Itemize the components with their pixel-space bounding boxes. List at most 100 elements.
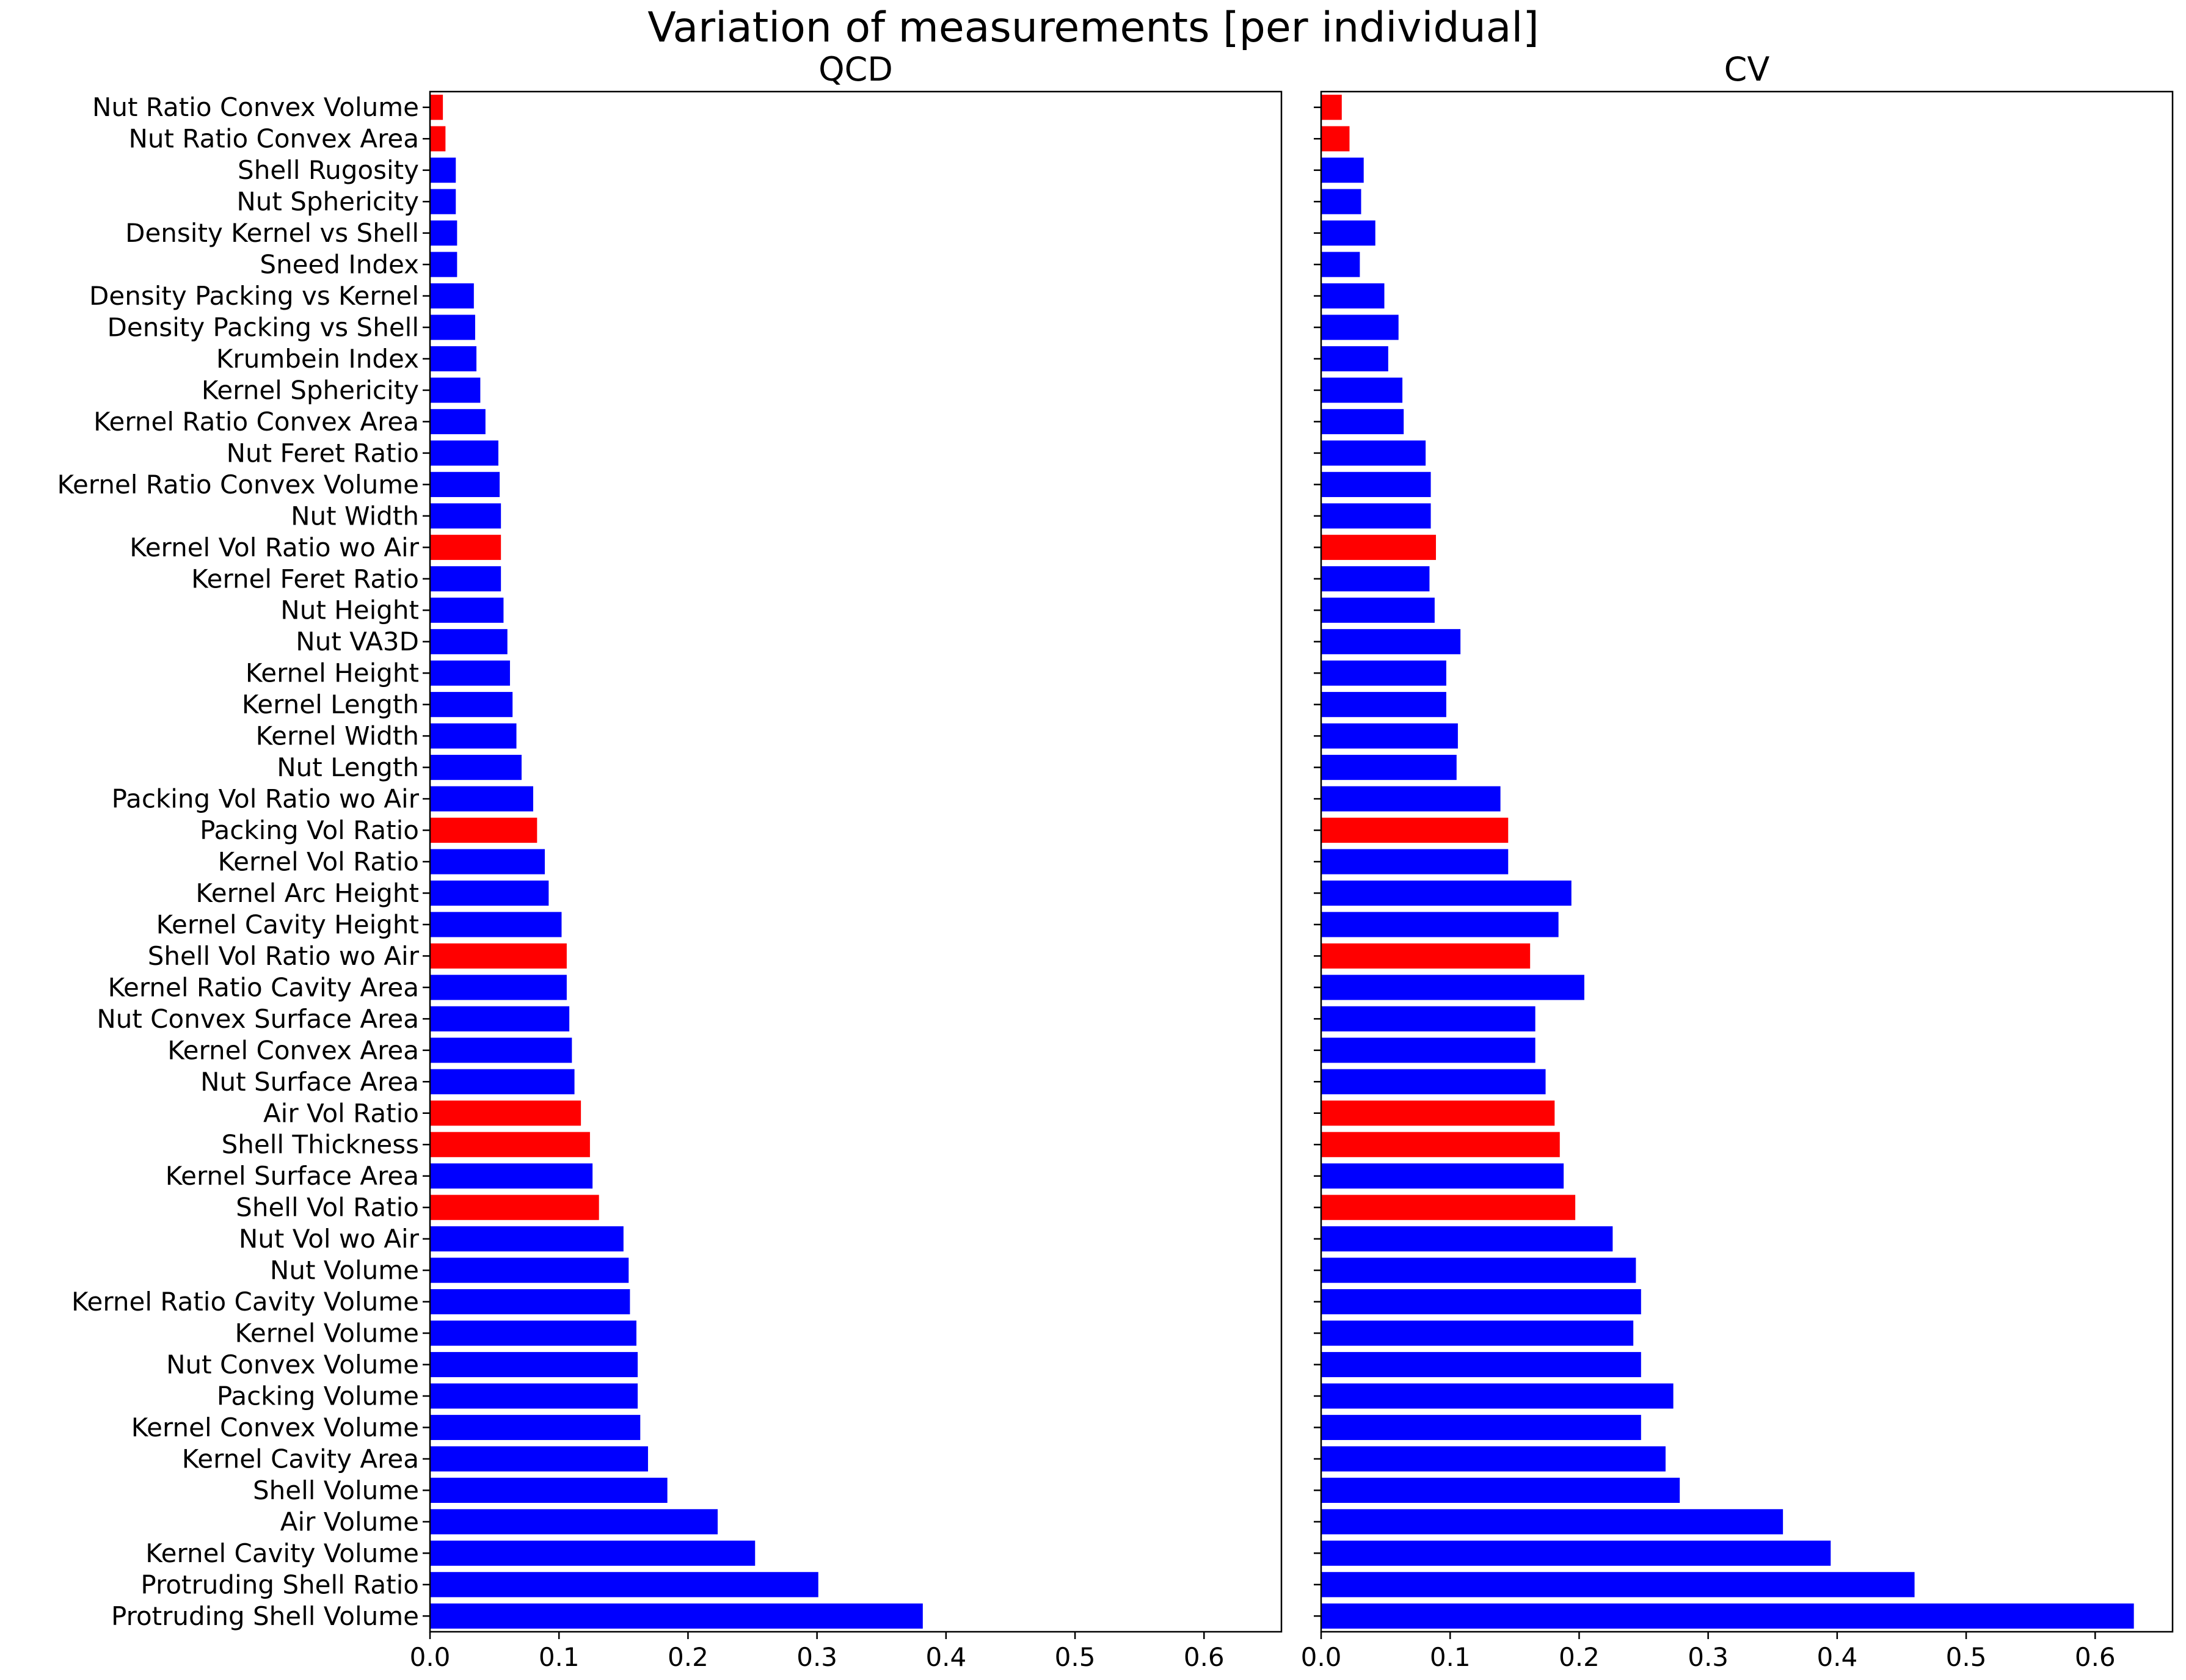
- bar-qcd-kernel-cavity-height: [430, 912, 562, 937]
- bar-cv-kernel-cavity-height: [1321, 912, 1559, 937]
- bar-qcd-nut-height: [430, 597, 504, 623]
- bar-qcd-nut-surface-area: [430, 1069, 575, 1094]
- bar-cv-nut-volume: [1321, 1257, 1636, 1283]
- ytick-label-nut-volume: Nut Volume: [270, 1256, 419, 1285]
- ytick-label-nut-sphericity: Nut Sphericity: [236, 187, 419, 217]
- bar-cv-kernel-surface-area: [1321, 1163, 1564, 1189]
- ytick-label-packing-vol-ratio: Packing Vol Ratio: [200, 815, 419, 845]
- bar-cv-kernel-cavity-volume: [1321, 1540, 1831, 1566]
- bar-cv-kernel-feret-ratio: [1321, 566, 1430, 592]
- bar-qcd-packing-vol-ratio: [430, 817, 537, 843]
- bar-cv-shell-volume: [1321, 1477, 1680, 1503]
- bar-cv-nut-sphericity: [1321, 189, 1361, 214]
- ytick-label-kernel-cavity-volume: Kernel Cavity Volume: [145, 1538, 419, 1568]
- bar-cv-nut-va3d: [1321, 629, 1461, 655]
- bar-cv-air-vol-ratio: [1321, 1100, 1555, 1126]
- bar-qcd-nut-length: [430, 755, 522, 780]
- ytick-label-kernel-ratio-convex-area: Kernel Ratio Convex Area: [93, 407, 419, 437]
- xtick-label-qcd-0-6: 0.6: [1184, 1642, 1225, 1672]
- ytick-label-shell-thickness: Shell Thickness: [222, 1130, 419, 1160]
- ytick-label-protruding-shell-volume: Protruding Shell Volume: [111, 1601, 419, 1631]
- bar-qcd-air-vol-ratio: [430, 1100, 581, 1126]
- ytick-label-krumbein-index: Krumbein Index: [216, 344, 419, 374]
- bar-cv-packing-volume: [1321, 1383, 1674, 1409]
- bar-cv-kernel-ratio-cavity-volume: [1321, 1289, 1641, 1315]
- ytick-label-nut-width: Nut Width: [291, 501, 419, 531]
- bar-qcd-protruding-shell-volume: [430, 1603, 923, 1629]
- bar-qcd-shell-volume: [430, 1477, 668, 1503]
- ytick-label-packing-vol-ratio-wo-air: Packing Vol Ratio wo Air: [112, 784, 420, 814]
- ytick-label-kernel-ratio-cavity-volume: Kernel Ratio Cavity Volume: [71, 1287, 419, 1317]
- bar-cv-nut-ratio-convex-volume: [1321, 95, 1342, 120]
- bar-cv-kernel-ratio-convex-volume: [1321, 471, 1431, 497]
- bar-cv-shell-vol-ratio-wo-air: [1321, 943, 1531, 969]
- xtick-label-cv-0-4: 0.4: [1816, 1642, 1857, 1672]
- bar-qcd-krumbein-index: [430, 346, 477, 372]
- bar-qcd-air-volume: [430, 1509, 718, 1535]
- bar-cv-nut-feret-ratio: [1321, 440, 1426, 466]
- bar-qcd-nut-va3d: [430, 629, 508, 655]
- ytick-label-kernel-convex-area: Kernel Convex Area: [167, 1035, 419, 1065]
- bar-cv-kernel-convex-volume: [1321, 1414, 1641, 1441]
- bar-cv-nut-ratio-convex-area: [1321, 126, 1350, 151]
- bar-qcd-nut-ratio-convex-area: [430, 126, 446, 151]
- bar-cv-protruding-shell-volume: [1321, 1603, 2134, 1629]
- bar-qcd-packing-vol-ratio-wo-air: [430, 786, 533, 812]
- bar-qcd-kernel-cavity-volume: [430, 1540, 756, 1566]
- bar-qcd-nut-ratio-convex-volume: [430, 95, 443, 120]
- bar-cv-kernel-vol-ratio: [1321, 849, 1509, 875]
- ytick-label-kernel-width: Kernel Width: [256, 721, 419, 751]
- ytick-label-nut-ratio-convex-volume: Nut Ratio Convex Volume: [92, 92, 419, 122]
- bar-cv-packing-vol-ratio: [1321, 817, 1509, 843]
- bar-qcd-kernel-ratio-cavity-area: [430, 975, 567, 1000]
- bar-cv-kernel-width: [1321, 723, 1458, 749]
- bar-cv-kernel-height: [1321, 660, 1446, 686]
- ytick-label-density-packing-vs-shell: Density Packing vs Shell: [107, 313, 419, 343]
- ytick-label-nut-length: Nut Length: [277, 752, 419, 782]
- bar-cv-nut-vol-wo-air: [1321, 1226, 1613, 1252]
- bar-qcd-kernel-convex-area: [430, 1038, 572, 1063]
- ytick-label-nut-va3d: Nut VA3D: [296, 627, 419, 656]
- xtick-label-qcd-0-4: 0.4: [925, 1642, 966, 1672]
- bar-cv-nut-width: [1321, 503, 1431, 529]
- bar-qcd-sneed-index: [430, 252, 457, 277]
- bar-cv-nut-convex-volume: [1321, 1351, 1641, 1378]
- ytick-label-kernel-convex-volume: Kernel Convex Volume: [131, 1413, 419, 1442]
- ytick-label-nut-convex-volume: Nut Convex Volume: [166, 1350, 419, 1380]
- bar-cv-nut-length: [1321, 755, 1457, 780]
- xtick-label-qcd-0-2: 0.2: [668, 1642, 709, 1672]
- ytick-label-sneed-index: Sneed Index: [260, 250, 419, 280]
- ytick-label-shell-rugosity: Shell Rugosity: [238, 155, 419, 185]
- bar-cv-kernel-vol-ratio-wo-air: [1321, 534, 1436, 560]
- ytick-label-kernel-height: Kernel Height: [246, 658, 419, 688]
- ytick-label-shell-vol-ratio-wo-air: Shell Vol Ratio wo Air: [148, 941, 420, 971]
- bar-qcd-density-packing-vs-shell: [430, 315, 475, 340]
- ytick-label-kernel-length: Kernel Length: [242, 689, 419, 719]
- ytick-label-density-packing-vs-kernel: Density Packing vs Kernel: [89, 281, 419, 311]
- bar-cv-density-packing-vs-kernel: [1321, 283, 1385, 309]
- panel-title-qcd: QCD: [818, 50, 893, 89]
- bar-cv-krumbein-index: [1321, 346, 1388, 372]
- ytick-label-air-vol-ratio: Air Vol Ratio: [263, 1098, 419, 1128]
- bar-qcd-density-packing-vs-kernel: [430, 283, 474, 309]
- bar-qcd-packing-volume: [430, 1383, 638, 1409]
- bar-qcd-nut-volume: [430, 1257, 629, 1283]
- bar-qcd-kernel-cavity-area: [430, 1446, 648, 1472]
- ytick-label-kernel-volume: Kernel Volume: [235, 1318, 419, 1348]
- bar-cv-air-volume: [1321, 1509, 1783, 1535]
- bar-qcd-kernel-feret-ratio: [430, 566, 501, 592]
- ytick-label-nut-convex-surface-area: Nut Convex Surface Area: [97, 1004, 419, 1034]
- bar-cv-nut-convex-surface-area: [1321, 1006, 1536, 1031]
- bar-qcd-nut-feret-ratio: [430, 440, 498, 466]
- panel-title-cv: CV: [1724, 50, 1770, 89]
- ytick-label-kernel-vol-ratio-wo-air: Kernel Vol Ratio wo Air: [129, 533, 419, 562]
- bar-qcd-kernel-ratio-cavity-volume: [430, 1289, 630, 1315]
- ytick-label-nut-feret-ratio: Nut Feret Ratio: [227, 438, 419, 468]
- bar-qcd-kernel-convex-volume: [430, 1414, 641, 1441]
- bar-cv-kernel-cavity-area: [1321, 1446, 1666, 1472]
- bar-qcd-nut-width: [430, 503, 501, 529]
- bar-cv-kernel-arc-height: [1321, 880, 1572, 906]
- panel-cv: CV 0.0 0.1 0.2 0.3 0.4 0.5 0.6: [1301, 50, 2174, 1672]
